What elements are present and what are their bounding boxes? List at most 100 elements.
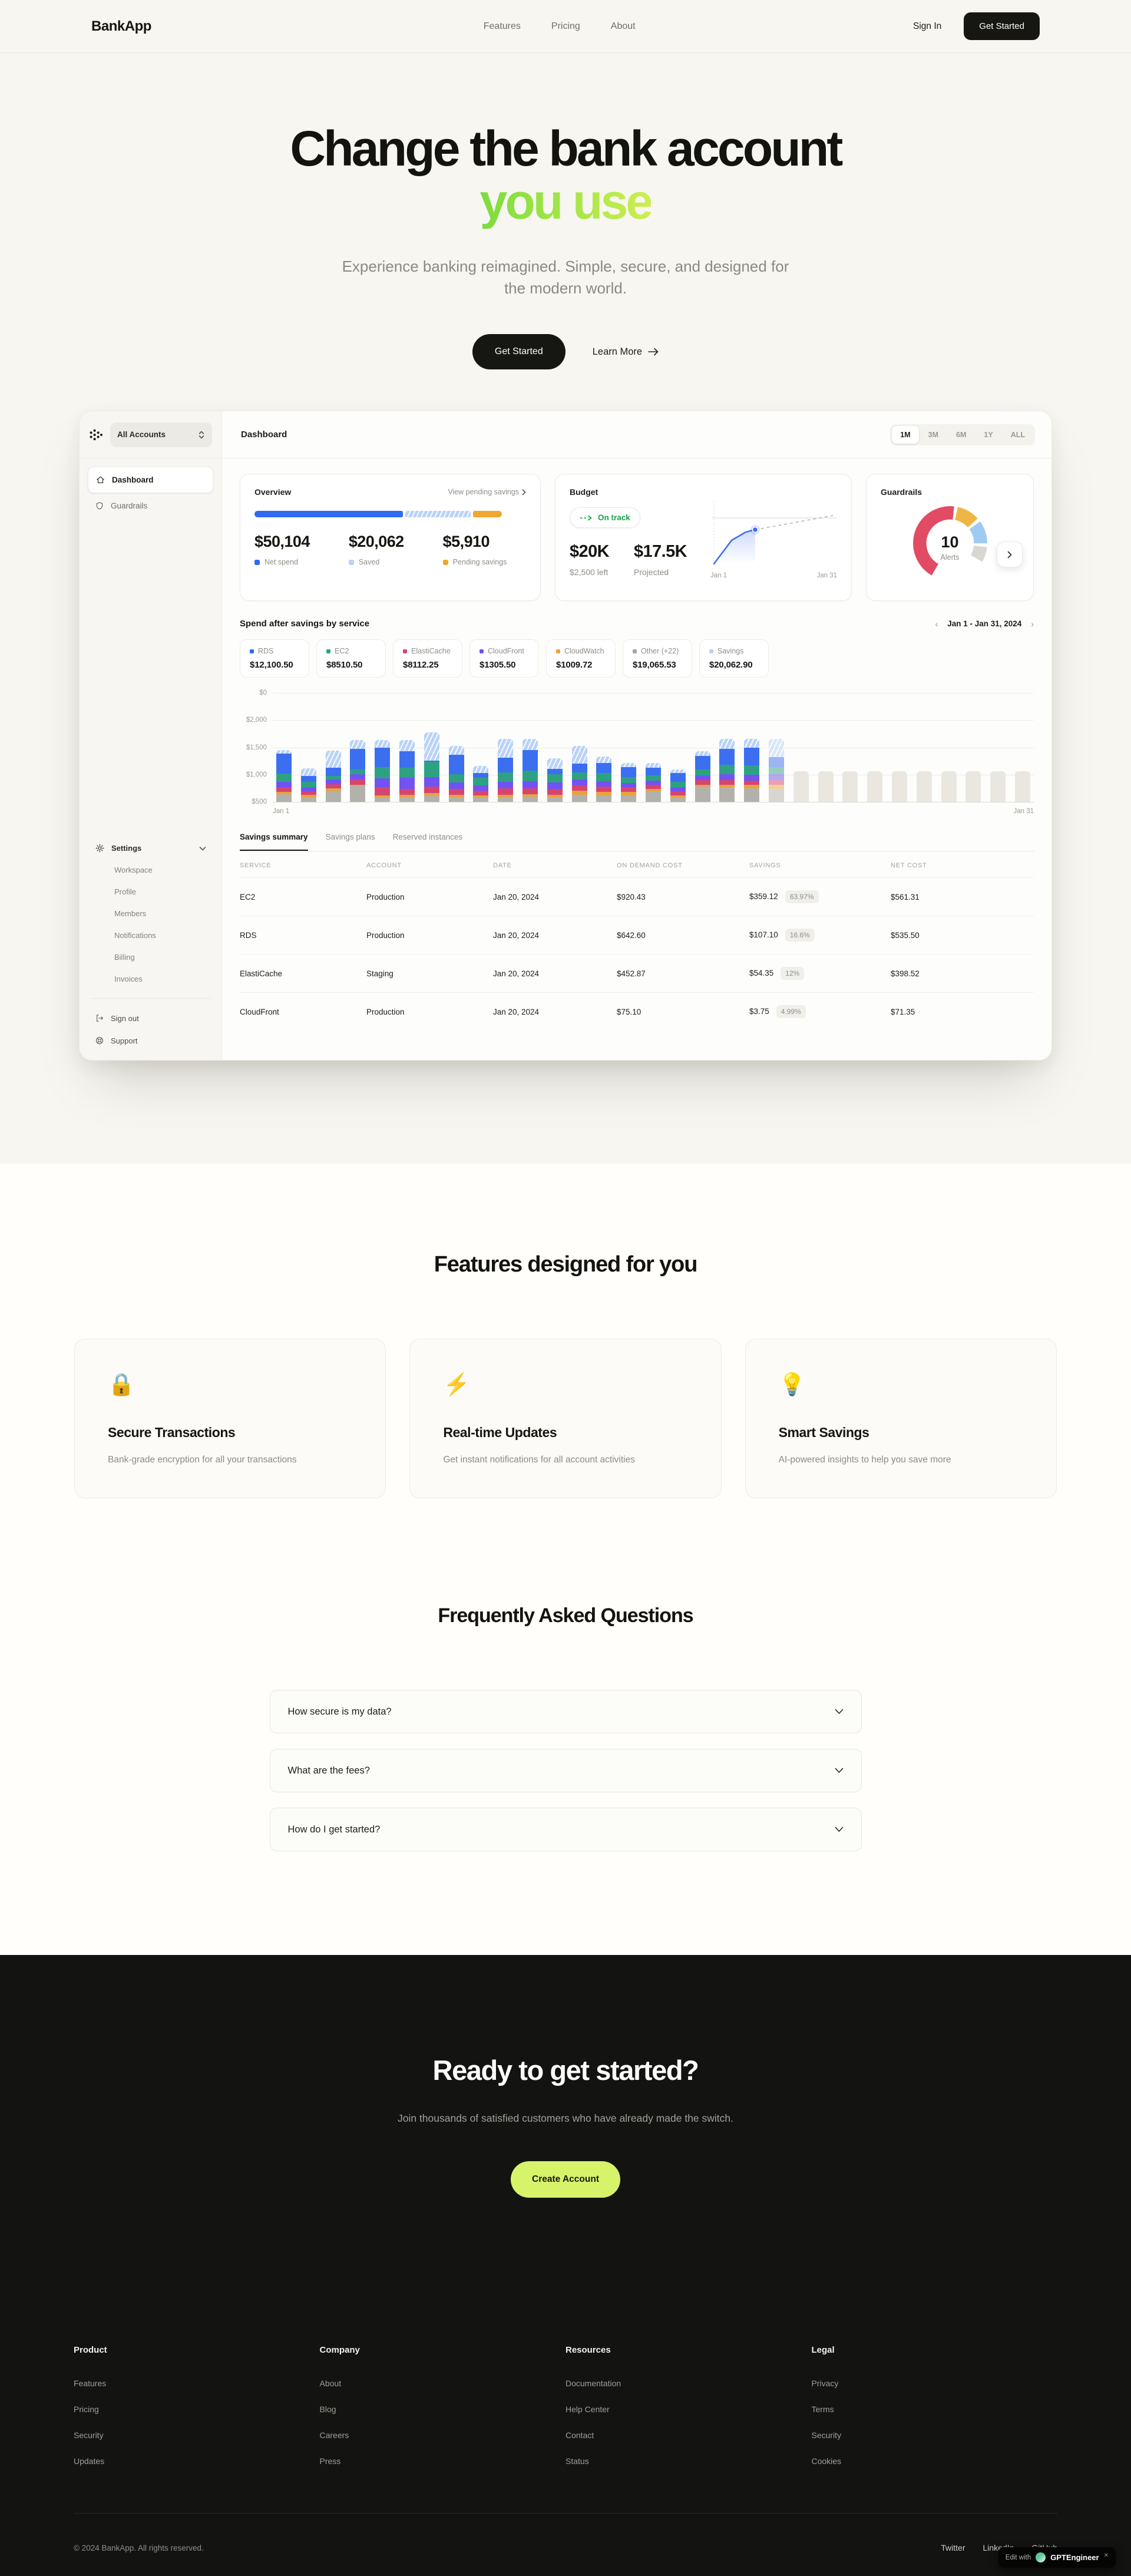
gpt-engineer-badge[interactable]: Edit with GPTEngineer ✕ [998, 2547, 1116, 2568]
close-icon[interactable]: ✕ [1103, 2552, 1109, 2560]
service-chip[interactable]: Other (+22) $19,065.53 [623, 639, 692, 678]
range-option[interactable]: ALL [1010, 430, 1025, 439]
footer-link[interactable]: Pricing [74, 2405, 99, 2415]
stacked-bar[interactable] [695, 751, 710, 802]
nav-link[interactable]: About [610, 21, 636, 31]
sidebar-subitem[interactable]: Members [114, 909, 147, 919]
stacked-bar[interactable] [350, 740, 366, 802]
footer-link[interactable]: Contact [566, 2430, 594, 2440]
service-chip[interactable]: Savings $20,062.90 [699, 639, 769, 678]
brand-logo[interactable]: BankApp [91, 18, 151, 34]
stacked-bar[interactable] [473, 766, 489, 802]
sidebar-item-settings[interactable]: Settings [88, 837, 213, 859]
range-option[interactable]: 3M [928, 430, 939, 439]
stacked-bar[interactable] [325, 751, 341, 802]
prev-range-icon[interactable]: ‹ [935, 619, 938, 629]
stacked-bar[interactable] [719, 738, 735, 802]
social-link[interactable]: Twitter [941, 2543, 965, 2553]
table-tab[interactable]: Savings summary [240, 833, 308, 851]
table-tab[interactable]: Reserved instances [392, 833, 463, 842]
guardrails-next-button[interactable] [997, 541, 1023, 568]
footer-link[interactable]: Documentation [566, 2379, 621, 2389]
get-started-button[interactable]: Get Started [964, 12, 1040, 40]
sidebar-subitem[interactable]: Billing [114, 953, 135, 962]
overview-stat: $20,062 Saved [348, 533, 404, 567]
stacked-bar[interactable] [399, 739, 415, 802]
dashboard-sidebar: Dashboard Guardrails Settings [80, 458, 222, 1061]
footer-link[interactable]: Careers [319, 2430, 349, 2440]
range-option[interactable]: 1M [892, 425, 919, 444]
stacked-bar[interactable] [375, 740, 391, 802]
service-chip[interactable]: RDS $12,100.50 [240, 639, 309, 678]
stacked-bar[interactable] [547, 758, 563, 802]
footer-link[interactable]: Status [566, 2456, 589, 2466]
footer-link[interactable]: Features [74, 2379, 107, 2389]
feature-card: 🔒 Secure Transactions Bank-grade encrypt… [74, 1339, 386, 1499]
nav-link[interactable]: Features [483, 21, 521, 31]
sidebar-subitem[interactable]: Invoices [114, 975, 143, 984]
faq-item[interactable]: How do I get started? [269, 1808, 862, 1852]
footer-link[interactable]: Blog [319, 2405, 336, 2415]
table-row[interactable]: ElastiCache Staging Jan 20, 2024 $452.87… [240, 954, 1034, 992]
view-pending-savings-link[interactable]: View pending savings [448, 488, 526, 496]
create-account-button[interactable]: Create Account [511, 2161, 620, 2198]
sidebar-subitem[interactable]: Profile [114, 887, 136, 897]
footer-link[interactable]: Updates [74, 2456, 105, 2466]
service-chip[interactable]: CloudFront $1305.50 [469, 639, 539, 678]
bar-segment [473, 797, 489, 802]
stacked-bar[interactable] [300, 768, 316, 802]
stacked-bar[interactable] [621, 763, 637, 802]
footer-link[interactable]: Terms [811, 2405, 834, 2415]
sidebar-item-signout[interactable]: Sign out [88, 1007, 213, 1029]
range-option[interactable]: 6M [956, 430, 967, 439]
sidebar-item-support[interactable]: Support [88, 1029, 213, 1052]
service-chip[interactable]: ElastiCache $8112.25 [393, 639, 462, 678]
footer-link[interactable]: Help Center [566, 2405, 610, 2415]
sign-in-link[interactable]: Sign In [913, 21, 942, 31]
legend-dot [348, 559, 354, 565]
table-row[interactable]: CloudFront Production Jan 20, 2024 $75.1… [240, 992, 1034, 1031]
footer-link[interactable]: Security [811, 2430, 842, 2440]
stacked-bar[interactable] [571, 745, 587, 802]
bar-segment [276, 773, 292, 782]
table-row[interactable]: EC2 Production Jan 20, 2024 $920.43 $359… [240, 877, 1034, 916]
hero-get-started-button[interactable]: Get Started [472, 334, 566, 370]
stacked-bar[interactable] [670, 769, 686, 802]
table-row[interactable]: RDS Production Jan 20, 2024 $642.60 $107… [240, 916, 1034, 954]
faq-item[interactable]: How secure is my data? [269, 1690, 862, 1734]
bar-segment [325, 784, 341, 789]
footer-link[interactable]: About [319, 2379, 342, 2389]
learn-more-link[interactable]: Learn More [593, 346, 659, 358]
footer-link[interactable]: Cookies [811, 2456, 842, 2466]
cell-date: Jan 20, 2024 [493, 930, 540, 940]
service-chip[interactable]: EC2 $8510.50 [316, 639, 386, 678]
bar-segment [596, 791, 612, 796]
stacked-bar[interactable] [448, 746, 464, 802]
stacked-bar[interactable] [744, 738, 760, 802]
service-chip[interactable]: CloudWatch $1009.72 [546, 639, 616, 678]
footer-link[interactable]: Security [74, 2430, 104, 2440]
bar-segment [744, 781, 760, 785]
chip-color-dot [556, 649, 560, 653]
sidebar-subitem[interactable]: Workspace [114, 866, 153, 875]
stacked-bar[interactable] [498, 738, 514, 802]
table-tab[interactable]: Savings plans [325, 833, 375, 842]
stacked-bar[interactable] [276, 749, 292, 802]
stacked-bar[interactable] [424, 732, 439, 802]
stacked-bar[interactable] [596, 757, 612, 802]
footer-link[interactable]: Press [319, 2456, 341, 2466]
faq-item[interactable]: What are the fees? [269, 1749, 862, 1793]
sidebar-subitem[interactable]: Notifications [114, 931, 156, 940]
stacked-bar[interactable] [522, 738, 538, 802]
range-option[interactable]: 1Y [984, 430, 993, 439]
next-range-icon[interactable]: › [1031, 619, 1034, 629]
nav-link[interactable]: Pricing [551, 21, 580, 31]
footer-link[interactable]: Privacy [811, 2379, 839, 2389]
chevron-right-icon [1007, 551, 1012, 558]
sidebar-item-guardrails[interactable]: Guardrails [88, 493, 213, 518]
sidebar-item-dashboard[interactable]: Dashboard [88, 467, 213, 494]
account-selector[interactable]: All Accounts [110, 422, 212, 447]
stacked-bar[interactable] [768, 738, 784, 802]
stacked-bar[interactable] [645, 763, 661, 802]
progress-segment [405, 511, 471, 518]
